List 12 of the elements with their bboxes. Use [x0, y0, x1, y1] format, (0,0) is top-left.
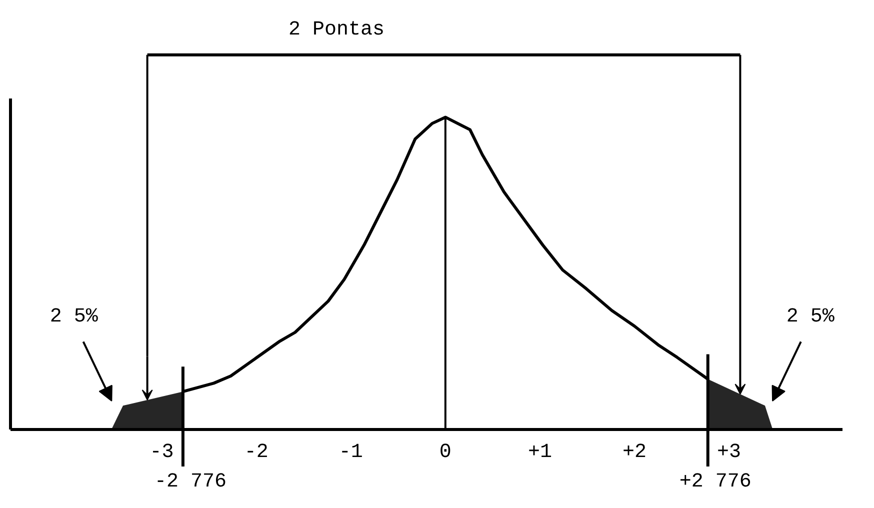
x-tick-label: +2: [622, 441, 647, 464]
x-tick-label: -3: [150, 441, 174, 464]
x-tick-label: -2: [244, 441, 268, 464]
x-tick-label: +3: [717, 441, 742, 464]
x-tick-label: 0: [439, 441, 452, 464]
annotation: 2 5%: [50, 305, 99, 328]
x-tick-label: +1: [528, 441, 552, 464]
annotation: 2 5%: [786, 305, 836, 328]
x-tick-label: -1: [338, 441, 363, 464]
ref-line-label: -2 776: [154, 470, 227, 494]
chart-title: 2 Pontas: [288, 18, 385, 42]
ref-line-label: +2 776: [679, 470, 752, 494]
